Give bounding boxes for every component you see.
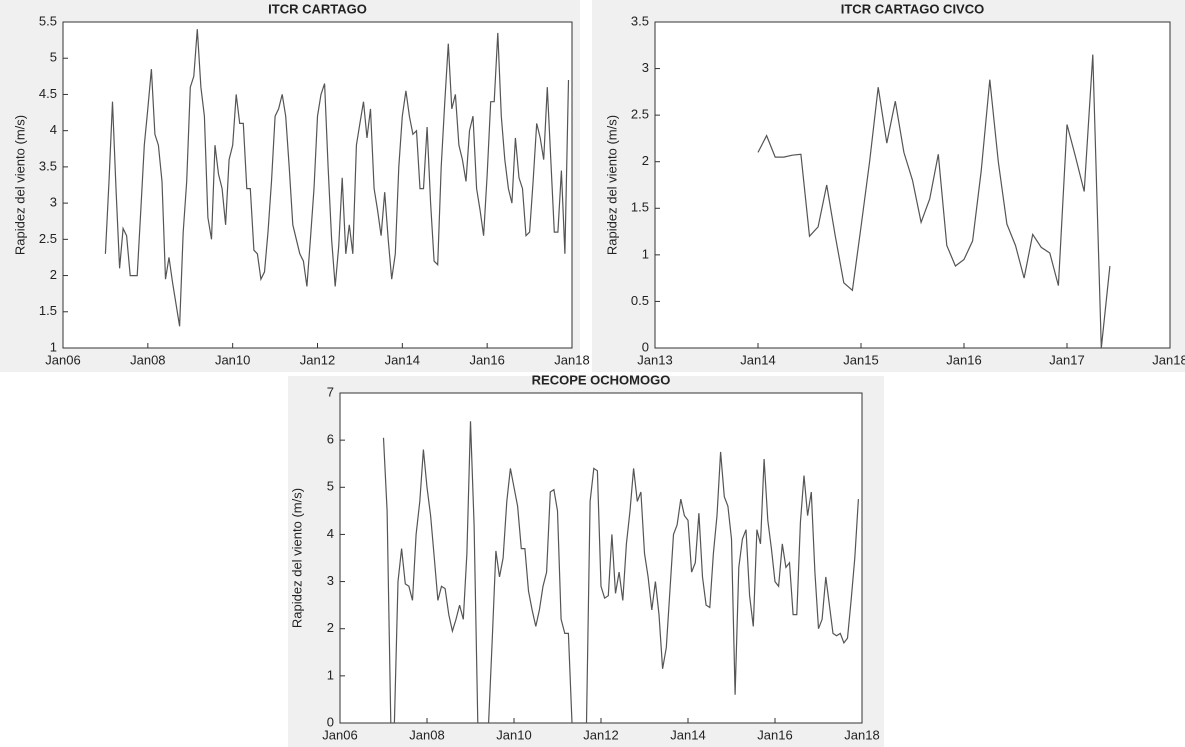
y-tick-label: 3.5 bbox=[631, 13, 649, 28]
x-tick-label: Jan18 bbox=[844, 727, 879, 742]
y-axis-label: Rapidez del viento (m/s) bbox=[604, 115, 619, 255]
y-tick-label: 1 bbox=[50, 339, 57, 354]
y-tick-label: 7 bbox=[327, 384, 334, 399]
y-tick-label: 2.5 bbox=[631, 107, 649, 122]
x-tick-label: Jan18 bbox=[554, 352, 589, 367]
y-tick-label: 1 bbox=[642, 246, 649, 261]
y-tick-label: 3.5 bbox=[39, 158, 57, 173]
y-tick-label: 2 bbox=[50, 267, 57, 282]
x-tick-label: Jan10 bbox=[215, 352, 250, 367]
x-tick-label: Jan14 bbox=[740, 352, 775, 367]
x-tick-label: Jan08 bbox=[409, 727, 444, 742]
y-tick-label: 1.5 bbox=[39, 303, 57, 318]
x-tick-label: Jan14 bbox=[385, 352, 420, 367]
x-tick-label: Jan15 bbox=[843, 352, 878, 367]
y-tick-label: 5 bbox=[50, 50, 57, 65]
y-tick-label: 2 bbox=[327, 620, 334, 635]
x-tick-label: Jan12 bbox=[583, 727, 618, 742]
x-tick-label: Jan06 bbox=[45, 352, 80, 367]
x-tick-label: Jan10 bbox=[496, 727, 531, 742]
chart-title: ITCR CARTAGO CIVCO bbox=[841, 1, 984, 16]
data-line bbox=[382, 421, 859, 724]
chart-title: ITCR CARTAGO bbox=[268, 1, 367, 16]
y-tick-label: 5.5 bbox=[39, 13, 57, 28]
x-tick-label: Jan12 bbox=[300, 352, 335, 367]
x-tick-label: Jan16 bbox=[757, 727, 792, 742]
x-tick-label: Jan18 bbox=[1152, 352, 1185, 367]
y-tick-label: 2.5 bbox=[39, 231, 57, 246]
x-tick-label: Jan14 bbox=[670, 727, 705, 742]
plot-area bbox=[62, 21, 573, 349]
x-tick-label: Jan17 bbox=[1049, 352, 1084, 367]
y-tick-label: 5 bbox=[327, 479, 334, 494]
y-tick-label: 6 bbox=[327, 432, 334, 447]
x-tick-label: Jan13 bbox=[637, 352, 672, 367]
data-line bbox=[104, 29, 570, 327]
x-tick-label: Jan16 bbox=[946, 352, 981, 367]
y-tick-label: 1 bbox=[327, 667, 334, 682]
x-tick-label: Jan06 bbox=[322, 727, 357, 742]
y-tick-label: 3 bbox=[642, 60, 649, 75]
y-tick-label: 3 bbox=[50, 195, 57, 210]
y-tick-label: 4 bbox=[50, 122, 57, 137]
y-tick-label: 0 bbox=[642, 339, 649, 354]
y-tick-label: 4.5 bbox=[39, 86, 57, 101]
data-line bbox=[757, 54, 1111, 349]
y-axis-label: Rapidez del viento (m/s) bbox=[12, 115, 27, 255]
y-tick-label: 4 bbox=[327, 526, 334, 541]
y-tick-label: 2 bbox=[642, 153, 649, 168]
y-axis-label: Rapidez del viento (m/s) bbox=[289, 488, 304, 628]
y-tick-label: 0 bbox=[327, 714, 334, 729]
y-tick-label: 3 bbox=[327, 573, 334, 588]
x-tick-label: Jan08 bbox=[130, 352, 165, 367]
x-tick-label: Jan16 bbox=[469, 352, 504, 367]
chart-title: RECOPE OCHOMOGO bbox=[532, 372, 671, 387]
y-tick-label: 0.5 bbox=[631, 293, 649, 308]
plot-area bbox=[339, 392, 863, 724]
y-tick-label: 1.5 bbox=[631, 200, 649, 215]
